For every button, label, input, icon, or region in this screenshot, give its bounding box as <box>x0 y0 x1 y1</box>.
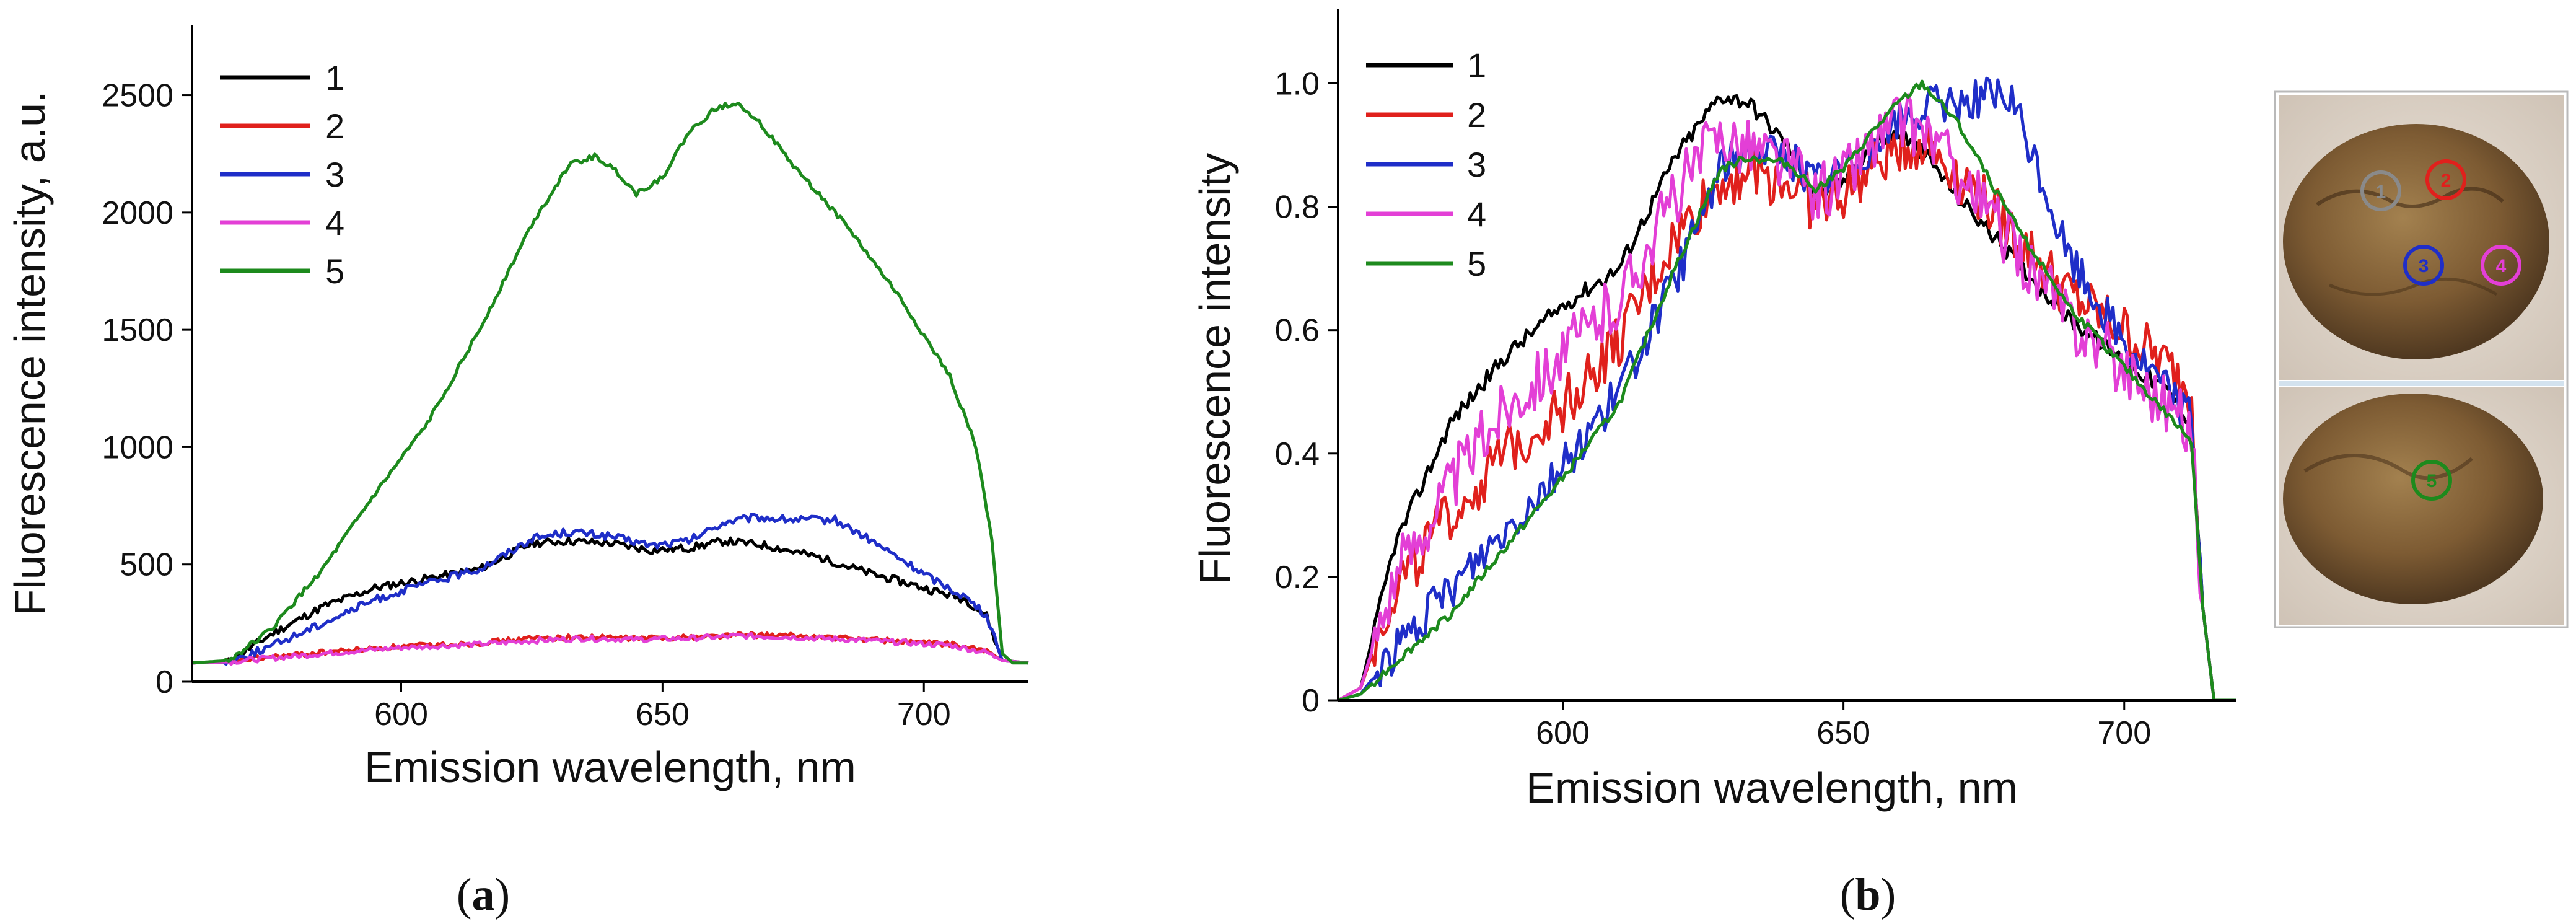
marker-label-4: 4 <box>2496 256 2507 276</box>
caption-a: (a) <box>457 869 510 920</box>
chart-a-ytick-label: 1500 <box>102 312 173 348</box>
caption-b-open: ( <box>1840 869 1855 920</box>
chart-b-legend-label: 1 <box>1467 46 1486 85</box>
chart-panel-a: 600 650 700 0 500 1000 1500 2000 2500 Em… <box>6 25 1029 791</box>
potato-top-image <box>2283 124 2549 359</box>
potato-top-texture <box>2316 187 2504 208</box>
caption-b: (b) <box>1840 869 1896 920</box>
chart-a-xtick-label: 700 <box>897 697 951 733</box>
chart-b-ytick-label: 0.2 <box>1275 560 1320 596</box>
marker-circle-1 <box>2360 170 2401 211</box>
chart-a-legend-label: 2 <box>325 107 344 146</box>
marker-label-1: 1 <box>2376 182 2386 202</box>
chart-panel-b: 600 650 700 0 0.2 0.4 0.6 0.8 1.0 Emissi… <box>1191 9 2236 812</box>
marker-label-3: 3 <box>2419 256 2429 276</box>
chart-b-series-3-line <box>1338 76 2236 702</box>
chart-b-series-2-line <box>1337 118 2236 702</box>
chart-b-xtick-label: 700 <box>2097 715 2151 751</box>
chart-a-legend-label: 5 <box>325 252 344 291</box>
chart-a-series-2-line <box>191 631 1029 665</box>
chart-b-ytick-label: 0 <box>1302 683 1320 719</box>
chart-a-series-5-line <box>191 102 1028 665</box>
chart-b-ticks: 600 650 700 0 0.2 0.4 0.6 0.8 1.0 <box>1275 66 2151 751</box>
chart-a-y-axis-title: Fluorescence intensity, a.u. <box>6 91 54 616</box>
chart-a-ytick-label: 2500 <box>102 78 173 114</box>
marker-label-2: 2 <box>2441 170 2451 191</box>
chart-b-x-axis-title: Emission wavelength, nm <box>1526 763 2018 812</box>
chart-a-ytick-label: 2000 <box>102 195 173 231</box>
marker-label-5: 5 <box>2427 471 2437 491</box>
chart-a-legend-label: 1 <box>325 58 344 97</box>
chart-a-series-4-line <box>191 631 1029 666</box>
caption-b-close: ) <box>1881 869 1896 920</box>
potato-bottom-image <box>2283 394 2543 604</box>
chart-b-legend: 1 2 3 4 5 <box>1366 46 1486 283</box>
chart-a-x-axis-title: Emission wavelength, nm <box>364 743 856 791</box>
marker-circle-3 <box>2403 245 2444 286</box>
chart-b-ytick-label: 1.0 <box>1275 66 1320 102</box>
chart-a-series-3-line <box>191 513 1029 666</box>
chart-b-xtick-label: 650 <box>1816 715 1870 751</box>
chart-b-ytick-label: 0.4 <box>1275 436 1320 472</box>
chart-a-ticks: 600 650 700 0 500 1000 1500 2000 2500 <box>102 78 950 733</box>
chart-b-series-group <box>1337 76 2236 702</box>
caption-a-close: ) <box>495 869 510 920</box>
chart-a-series-1-line <box>191 536 1029 665</box>
chart-b-xtick-label: 600 <box>1536 715 1590 751</box>
chart-a-xtick-label: 650 <box>636 697 690 733</box>
caption-b-letter: b <box>1855 869 1880 920</box>
photo-divider <box>2279 381 2564 386</box>
chart-a-legend-label: 3 <box>325 155 344 194</box>
chart-a-ytick-label: 500 <box>120 547 173 583</box>
chart-a-ytick-label: 1000 <box>102 429 173 465</box>
chart-a-xtick-label: 600 <box>374 697 428 733</box>
chart-b-ytick-label: 0.6 <box>1275 313 1320 349</box>
chart-a-legend: 1 2 3 4 5 <box>220 58 344 291</box>
chart-b-y-axis-title: Fluorescence intensity <box>1191 153 1239 584</box>
marker-circle-4 <box>2481 245 2521 286</box>
marker-circle-5 <box>2411 460 2452 501</box>
chart-b-legend-label: 4 <box>1467 195 1486 234</box>
chart-a-series-group <box>191 102 1029 666</box>
caption-a-open: ( <box>457 869 472 920</box>
potato-top-texture <box>2329 277 2498 296</box>
caption-a-letter: a <box>472 869 495 920</box>
chart-b-ytick-label: 0.8 <box>1275 190 1320 226</box>
chart-a-ytick-label: 0 <box>156 664 173 700</box>
chart-b-legend-label: 3 <box>1467 145 1486 184</box>
chart-a-legend-label: 4 <box>325 203 344 242</box>
marker-circle-2 <box>2425 159 2466 200</box>
chart-b-legend-label: 5 <box>1467 244 1486 283</box>
chart-b-legend-label: 2 <box>1467 95 1486 134</box>
chart-b-series-5-line <box>1338 79 2236 702</box>
potato-photo-inset: 1 2 3 4 5 <box>2274 90 2569 628</box>
chart-b-series-4-line <box>1337 93 2236 702</box>
